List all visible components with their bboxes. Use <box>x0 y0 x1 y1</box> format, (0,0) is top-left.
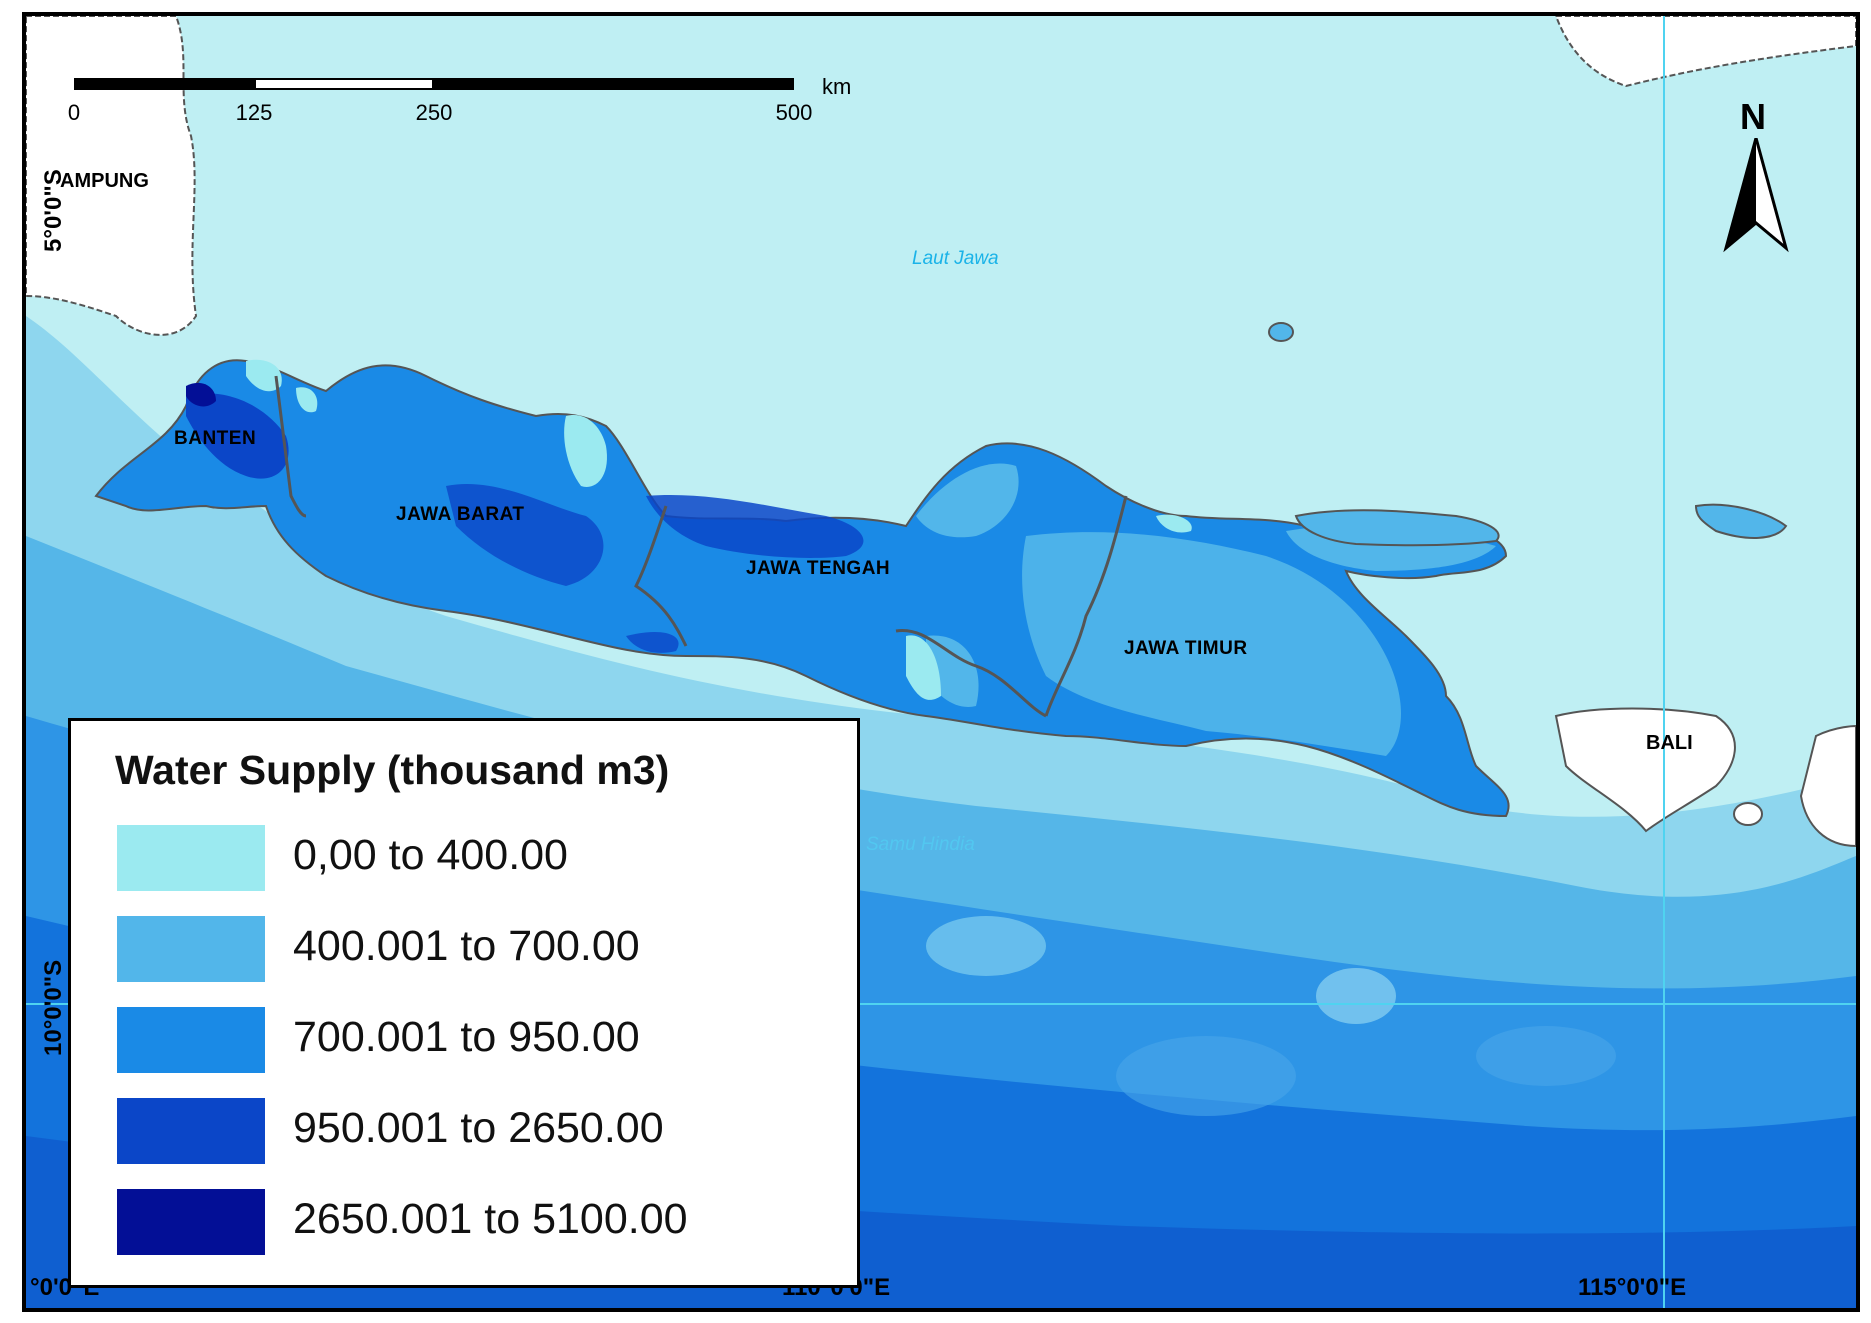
coord-lon-115: 115°0'0"E <box>1578 1274 1687 1301</box>
legend-swatch <box>117 825 265 891</box>
scale-tick-500: 500 <box>775 100 813 125</box>
label-banten: BANTEN <box>174 428 257 449</box>
label-jawa-timur: JAWA TIMUR <box>1124 638 1248 659</box>
north-arrow-icon <box>1723 138 1789 253</box>
scale-tick-0: 0 <box>67 100 81 125</box>
label-laut-jawa: Laut Jawa <box>912 248 999 269</box>
legend-label: 2650.001 to 5100.00 <box>293 1195 688 1243</box>
label-samudra: Samu Hindia <box>866 834 975 855</box>
label-jawa-barat: JAWA BARAT <box>396 504 525 525</box>
label-bali: BALI <box>1646 732 1693 754</box>
label-lampung: AMPUNG <box>60 170 149 192</box>
scale-tick-250: 250 <box>415 100 453 125</box>
legend-item: 700.001 to 950.00 <box>117 1007 817 1073</box>
kalimantan-land <box>1554 16 1856 88</box>
province-boundaries <box>274 375 1128 718</box>
legend-swatch <box>117 1098 265 1164</box>
north-arrow: N <box>1716 96 1796 256</box>
legend-label: 400.001 to 700.00 <box>293 922 640 970</box>
legend: Water Supply (thousand m3) 0,00 to 400.0… <box>68 718 860 1288</box>
bali-land <box>1554 707 1736 833</box>
legend-swatch <box>117 916 265 982</box>
scale-tick-125: 125 <box>235 100 273 125</box>
coord-lat-10: 10°0'0"S <box>40 959 67 1056</box>
scale-segment-1 <box>74 78 254 90</box>
sumatra-land <box>26 16 198 336</box>
legend-swatch <box>117 1189 265 1255</box>
scale-bar: 0 125 250 500 km <box>68 74 851 138</box>
scale-segment-2 <box>254 78 434 90</box>
madura-island <box>1294 509 1500 547</box>
legend-item: 0,00 to 400.00 <box>117 825 817 891</box>
legend-label: 700.001 to 950.00 <box>293 1013 640 1061</box>
legend-title: Water Supply (thousand m3) <box>115 747 670 793</box>
scale-segment-3 <box>434 78 794 90</box>
scale-unit: km <box>822 74 852 99</box>
legend-item: 400.001 to 700.00 <box>117 916 817 982</box>
legend-label: 0,00 to 400.00 <box>293 831 568 879</box>
coord-lat-5: 5°0'0"S <box>40 169 67 252</box>
legend-label: 950.001 to 2650.00 <box>293 1104 664 1152</box>
north-letter: N <box>1740 96 1766 137</box>
legend-item: 950.001 to 2650.00 <box>117 1098 817 1164</box>
legend-swatch <box>117 1007 265 1073</box>
map-frame: 0 125 250 500 km N AMPUNG BANTEN JAWA BA… <box>22 12 1860 1312</box>
legend-item: 2650.001 to 5100.00 <box>117 1189 817 1255</box>
lombok-land <box>1799 724 1856 848</box>
label-jawa-tengah: JAWA TENGAH <box>746 558 891 579</box>
